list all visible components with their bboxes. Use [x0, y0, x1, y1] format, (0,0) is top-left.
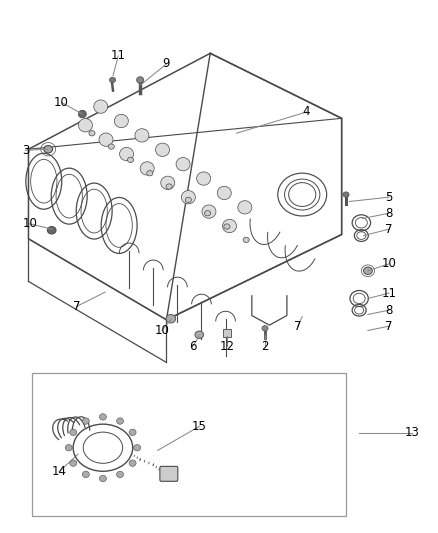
Text: 7: 7: [294, 320, 302, 333]
Ellipse shape: [99, 475, 106, 482]
Ellipse shape: [195, 331, 204, 338]
Ellipse shape: [117, 418, 124, 424]
FancyBboxPatch shape: [160, 466, 178, 481]
Ellipse shape: [114, 114, 128, 128]
Text: 10: 10: [54, 96, 69, 109]
Ellipse shape: [217, 186, 231, 200]
Ellipse shape: [364, 267, 372, 274]
Ellipse shape: [99, 133, 113, 147]
Ellipse shape: [166, 314, 176, 323]
Ellipse shape: [129, 429, 136, 435]
Ellipse shape: [137, 77, 144, 83]
Text: 10: 10: [155, 324, 170, 337]
Ellipse shape: [185, 197, 191, 203]
Ellipse shape: [262, 326, 268, 331]
Ellipse shape: [343, 192, 349, 197]
Ellipse shape: [78, 118, 92, 132]
Ellipse shape: [110, 77, 116, 83]
Ellipse shape: [70, 460, 77, 466]
Bar: [32, 373, 346, 516]
Ellipse shape: [117, 471, 124, 478]
Ellipse shape: [166, 184, 172, 189]
Ellipse shape: [94, 100, 108, 114]
Text: 7: 7: [385, 320, 393, 333]
Text: 4: 4: [303, 106, 311, 118]
Ellipse shape: [161, 176, 175, 189]
Ellipse shape: [140, 162, 154, 175]
Ellipse shape: [135, 128, 149, 142]
Ellipse shape: [108, 144, 114, 149]
Text: 3: 3: [22, 144, 29, 157]
Ellipse shape: [44, 146, 53, 153]
Text: 8: 8: [385, 304, 392, 317]
Ellipse shape: [120, 147, 134, 161]
Ellipse shape: [99, 414, 106, 420]
Ellipse shape: [70, 429, 77, 435]
Text: 15: 15: [192, 420, 207, 433]
Text: 10: 10: [22, 217, 37, 230]
Ellipse shape: [238, 200, 252, 214]
Text: 12: 12: [219, 340, 234, 353]
Text: 11: 11: [381, 287, 396, 300]
Text: 7: 7: [73, 300, 81, 313]
Bar: [223, 329, 231, 337]
Text: 11: 11: [111, 50, 126, 62]
Ellipse shape: [129, 460, 136, 466]
Text: 8: 8: [385, 207, 392, 220]
Text: 2: 2: [261, 340, 269, 353]
Text: 6: 6: [189, 340, 197, 353]
Ellipse shape: [82, 418, 89, 424]
Ellipse shape: [243, 237, 249, 243]
Ellipse shape: [47, 227, 56, 234]
Text: 5: 5: [385, 191, 392, 204]
Ellipse shape: [65, 445, 72, 451]
Ellipse shape: [181, 190, 195, 204]
Text: 7: 7: [385, 223, 393, 236]
Ellipse shape: [82, 471, 89, 478]
Ellipse shape: [78, 110, 86, 118]
Text: 13: 13: [404, 426, 419, 439]
Text: 14: 14: [52, 465, 67, 478]
Ellipse shape: [147, 171, 153, 176]
Text: 10: 10: [381, 257, 396, 270]
Ellipse shape: [134, 445, 141, 451]
Ellipse shape: [127, 157, 134, 163]
Ellipse shape: [176, 158, 190, 171]
Ellipse shape: [89, 131, 95, 136]
Ellipse shape: [223, 219, 237, 232]
Ellipse shape: [197, 172, 211, 185]
Ellipse shape: [202, 205, 216, 219]
Ellipse shape: [155, 143, 170, 157]
Text: 9: 9: [162, 58, 170, 70]
Ellipse shape: [205, 211, 211, 216]
Ellipse shape: [224, 224, 230, 229]
